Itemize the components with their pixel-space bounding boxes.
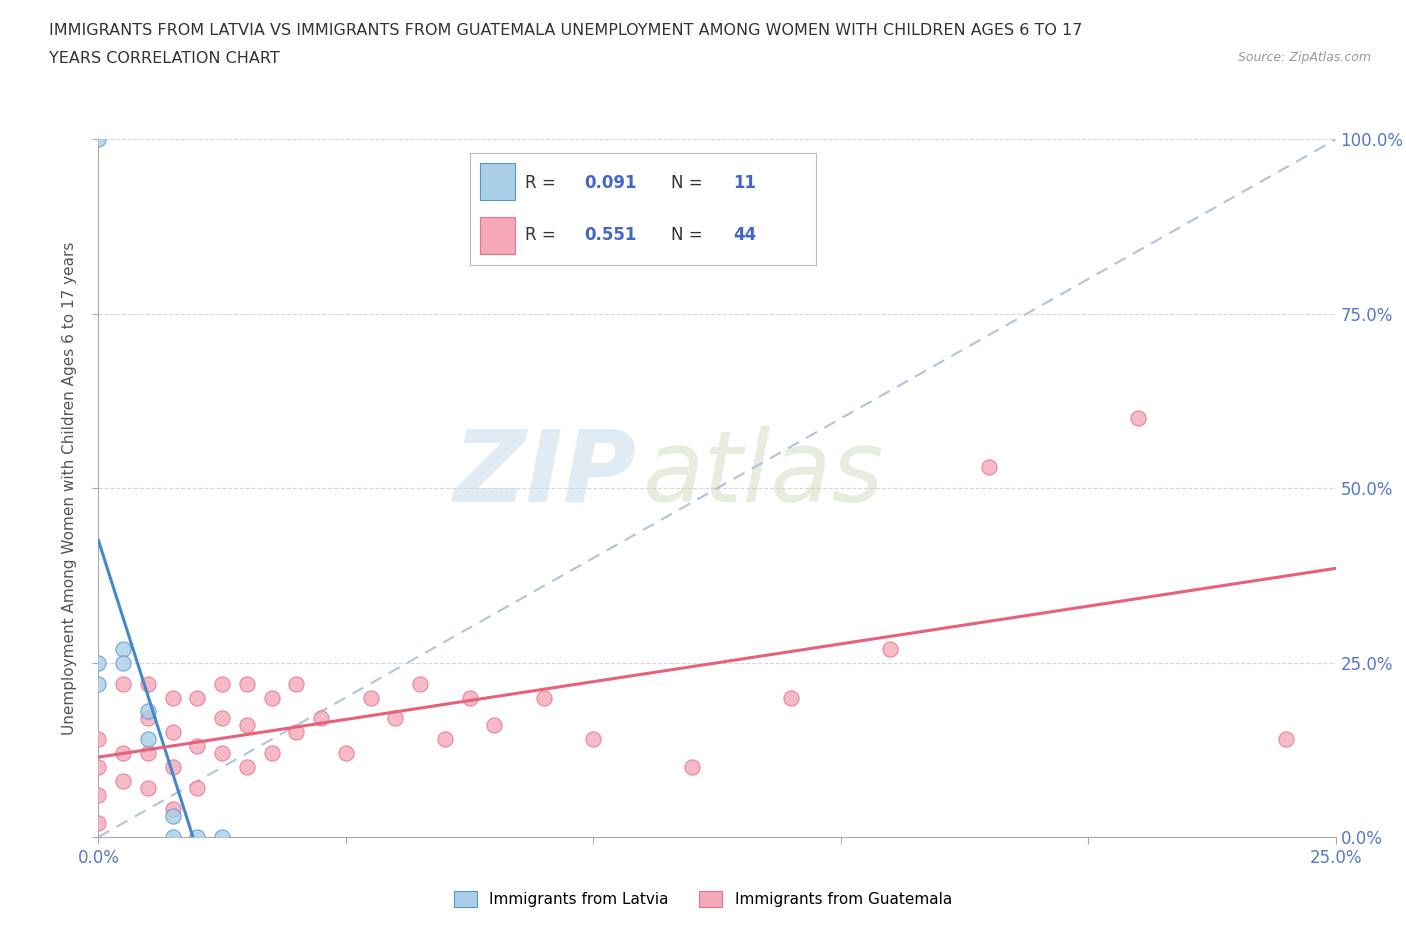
Point xyxy=(112,656,135,671)
Point xyxy=(162,830,184,844)
Text: IMMIGRANTS FROM LATVIA VS IMMIGRANTS FROM GUATEMALA UNEMPLOYMENT AMONG WOMEN WIT: IMMIGRANTS FROM LATVIA VS IMMIGRANTS FRO… xyxy=(49,23,1083,38)
Point xyxy=(433,732,456,747)
Point xyxy=(409,676,432,691)
Point xyxy=(582,732,605,747)
Point xyxy=(186,830,208,844)
Point xyxy=(211,746,233,761)
Legend: Immigrants from Latvia, Immigrants from Guatemala: Immigrants from Latvia, Immigrants from … xyxy=(449,884,957,913)
Text: YEARS CORRELATION CHART: YEARS CORRELATION CHART xyxy=(49,51,280,66)
Point xyxy=(162,690,184,705)
Point xyxy=(1275,732,1298,747)
Point xyxy=(211,676,233,691)
Point xyxy=(87,760,110,775)
Point xyxy=(136,732,159,747)
Point xyxy=(285,725,308,740)
Point xyxy=(186,738,208,753)
Point xyxy=(186,690,208,705)
Point xyxy=(136,711,159,725)
Point xyxy=(780,690,803,705)
Point xyxy=(162,809,184,824)
Point xyxy=(136,781,159,796)
Point xyxy=(87,656,110,671)
Text: ZIP: ZIP xyxy=(454,426,637,523)
Point xyxy=(484,718,506,733)
Point xyxy=(162,760,184,775)
Point xyxy=(360,690,382,705)
Text: atlas: atlas xyxy=(643,426,884,523)
Point xyxy=(681,760,703,775)
Point xyxy=(236,760,259,775)
Point xyxy=(309,711,332,725)
Point xyxy=(458,690,481,705)
Point xyxy=(335,746,357,761)
Y-axis label: Unemployment Among Women with Children Ages 6 to 17 years: Unemployment Among Women with Children A… xyxy=(62,242,77,735)
Point xyxy=(236,676,259,691)
Point xyxy=(186,781,208,796)
Point xyxy=(112,676,135,691)
Point xyxy=(879,642,901,657)
Point xyxy=(87,132,110,147)
Point xyxy=(1126,411,1149,426)
Point xyxy=(136,676,159,691)
Point xyxy=(136,746,159,761)
Point xyxy=(112,642,135,657)
Point xyxy=(112,774,135,789)
Point xyxy=(211,711,233,725)
Point xyxy=(87,788,110,803)
Point xyxy=(136,704,159,719)
Point xyxy=(87,816,110,830)
Point xyxy=(533,690,555,705)
Point xyxy=(979,460,1001,474)
Point xyxy=(285,676,308,691)
Point xyxy=(211,830,233,844)
Point xyxy=(87,676,110,691)
Point xyxy=(260,690,283,705)
Point xyxy=(162,802,184,817)
Point xyxy=(162,725,184,740)
Point xyxy=(236,718,259,733)
Point xyxy=(87,732,110,747)
Point xyxy=(112,746,135,761)
Point xyxy=(260,746,283,761)
Text: Source: ZipAtlas.com: Source: ZipAtlas.com xyxy=(1237,51,1371,64)
Point xyxy=(384,711,406,725)
